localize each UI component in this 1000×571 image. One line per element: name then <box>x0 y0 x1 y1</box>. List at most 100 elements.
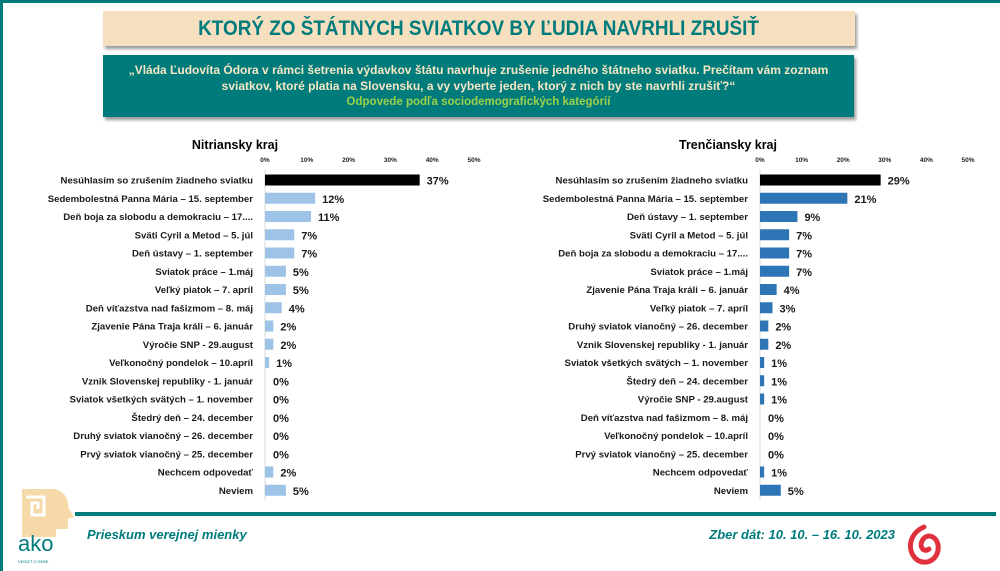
category-label: Zjavenie Pána Traja králi – 6. január <box>91 322 253 333</box>
bar <box>265 302 282 314</box>
category-label: Neviem <box>714 486 748 497</box>
page-title: KTORÝ ZO ŠTÁTNYCH SVIATKOV BY ĽUDIA NAVR… <box>198 16 760 40</box>
bar <box>265 265 286 277</box>
x-tick-label: 40% <box>920 157 933 164</box>
category-label: Sviatok všetkých svätých – 1. november <box>70 395 254 406</box>
category-label: Deň ústavy – 1. september <box>627 212 748 223</box>
data-label: 0% <box>768 431 784 443</box>
data-label: 2% <box>775 322 791 334</box>
category-label: Veľkonočný pondelok – 10.apríl <box>109 358 253 369</box>
category-label: Vznik Slovenskej republiky - 1. január <box>82 376 253 387</box>
bar <box>760 211 798 222</box>
category-label: Zjavenie Pána Traja králi – 6. január <box>586 285 748 296</box>
bar <box>265 247 295 259</box>
data-label: 11% <box>318 212 340 224</box>
bar <box>265 229 295 241</box>
swirl-logo-icon <box>907 524 941 565</box>
category-label: Výročie SNP - 29.august <box>143 340 254 351</box>
chart-title: Nitriansky kraj <box>192 138 278 152</box>
category-label: Veľký piatok – 7. apríl <box>650 303 748 314</box>
data-label: 7% <box>796 230 812 242</box>
category-label: Druhý sviatok vianočný – 26. december <box>568 322 748 333</box>
data-label: 5% <box>293 285 309 297</box>
category-label: Deň ústavy – 1. september <box>132 249 253 260</box>
footer-survey-label: Prieskum verejnej mienky <box>87 527 247 542</box>
data-label: 7% <box>796 249 812 261</box>
category-label: Štedrý deň – 24. december <box>131 412 253 424</box>
x-tick-label: 0% <box>260 157 270 164</box>
category-label: Deň boja za slobodu a demokraciu – 17...… <box>63 212 253 223</box>
x-tick-label: 20% <box>837 157 850 164</box>
bar <box>265 192 316 204</box>
category-label: Sväti Cyril a Metod – 5. júl <box>135 230 253 241</box>
category-label: Veľký piatok – 7. apríl <box>155 285 253 296</box>
data-label: 29% <box>888 176 910 188</box>
data-label: 0% <box>273 413 289 425</box>
bar <box>265 174 420 186</box>
category-label: Nechcem odpovedať <box>158 468 254 479</box>
x-tick-label: 50% <box>467 157 480 164</box>
data-label: 3% <box>779 303 795 315</box>
category-label: Nesúhlasím so zrušením žiadneho sviatku <box>61 176 254 187</box>
maze-icon <box>26 495 46 517</box>
category-label: Sviatok všetkých svätých – 1. november <box>565 358 749 369</box>
question-line-2: sviatkov, ktoré platia na Slovensku, a v… <box>221 79 736 93</box>
question-line-1: „Vláda Ľudovíta Ódora v rámci šetrenia v… <box>128 63 829 77</box>
data-label: 21% <box>854 194 876 206</box>
category-label: Druhý sviatok vianočný – 26. december <box>73 431 253 442</box>
bar <box>760 393 765 405</box>
bar <box>760 247 790 259</box>
data-label: 37% <box>427 176 449 188</box>
category-label: Sväti Cyril a Metod – 5. júl <box>630 230 748 241</box>
bar <box>760 466 765 478</box>
data-label: 4% <box>289 303 305 315</box>
data-label: 0% <box>273 449 289 461</box>
category-label: Deň víťazstva nad fašizmom – 8. máj <box>86 303 253 314</box>
bar <box>760 265 790 277</box>
data-label: 5% <box>293 486 309 498</box>
bar <box>760 375 765 387</box>
category-label: Nechcem odpovedať <box>653 468 749 479</box>
category-label: Výročie SNP - 29.august <box>638 395 749 406</box>
chart-trenciansky-kraj: Trenčiansky kraj 0% 10% 20% 30% 40% 50% Nesúhla… <box>543 138 975 500</box>
bar <box>760 320 769 332</box>
data-label: 2% <box>775 340 791 352</box>
data-label: 0% <box>768 449 784 461</box>
bar <box>760 174 881 186</box>
category-label: Sviatok práce – 1.máj <box>650 267 748 278</box>
data-label: 2% <box>280 322 296 334</box>
data-label: 2% <box>280 468 296 480</box>
bar <box>265 357 270 368</box>
bar <box>760 302 773 314</box>
chart-title: Trenčiansky kraj <box>679 138 777 152</box>
data-label: 0% <box>273 395 289 407</box>
chart-nitriansky-kraj: Nitriansky kraj 0% 10% 20% 30% 40% 50% Nesúhlas… <box>48 138 481 500</box>
bar <box>265 284 286 295</box>
logo-text: ako <box>18 531 53 556</box>
frame-top <box>0 0 1000 3</box>
data-label: 2% <box>280 340 296 352</box>
question-box: „Vláda Ľudovíta Ódora v rámci šetrenia v… <box>103 55 854 117</box>
category-label: Štedrý deň – 24. december <box>626 375 748 387</box>
footer-date: Zber dát: 10. 10. – 16. 10. 2023 <box>709 527 895 542</box>
category-label: Nesúhlasím so zrušením žiadneho sviatku <box>556 176 749 187</box>
data-label: 7% <box>301 249 317 261</box>
x-tick-label: 50% <box>961 157 974 164</box>
bar <box>760 357 765 368</box>
data-label: 12% <box>322 194 344 206</box>
ako-logo: ako VEDIEŤ O SEBE <box>18 488 74 564</box>
footer-divider <box>75 512 996 516</box>
bar <box>265 484 286 496</box>
category-label: Prvý sviatok vianočný – 25. december <box>575 449 748 460</box>
data-label: 9% <box>804 212 820 224</box>
data-label: 1% <box>771 358 787 370</box>
category-label: Neviem <box>219 486 253 497</box>
frame-left <box>0 0 3 571</box>
data-label: 1% <box>771 376 787 388</box>
data-label: 1% <box>771 468 787 480</box>
data-label: 0% <box>273 431 289 443</box>
category-label: Sedembolestná Panna Mária – 15. septembe… <box>543 194 749 205</box>
data-label: 7% <box>301 230 317 242</box>
category-label: Veľkonočný pondelok – 10.apríl <box>604 431 748 442</box>
data-label: 0% <box>273 376 289 388</box>
